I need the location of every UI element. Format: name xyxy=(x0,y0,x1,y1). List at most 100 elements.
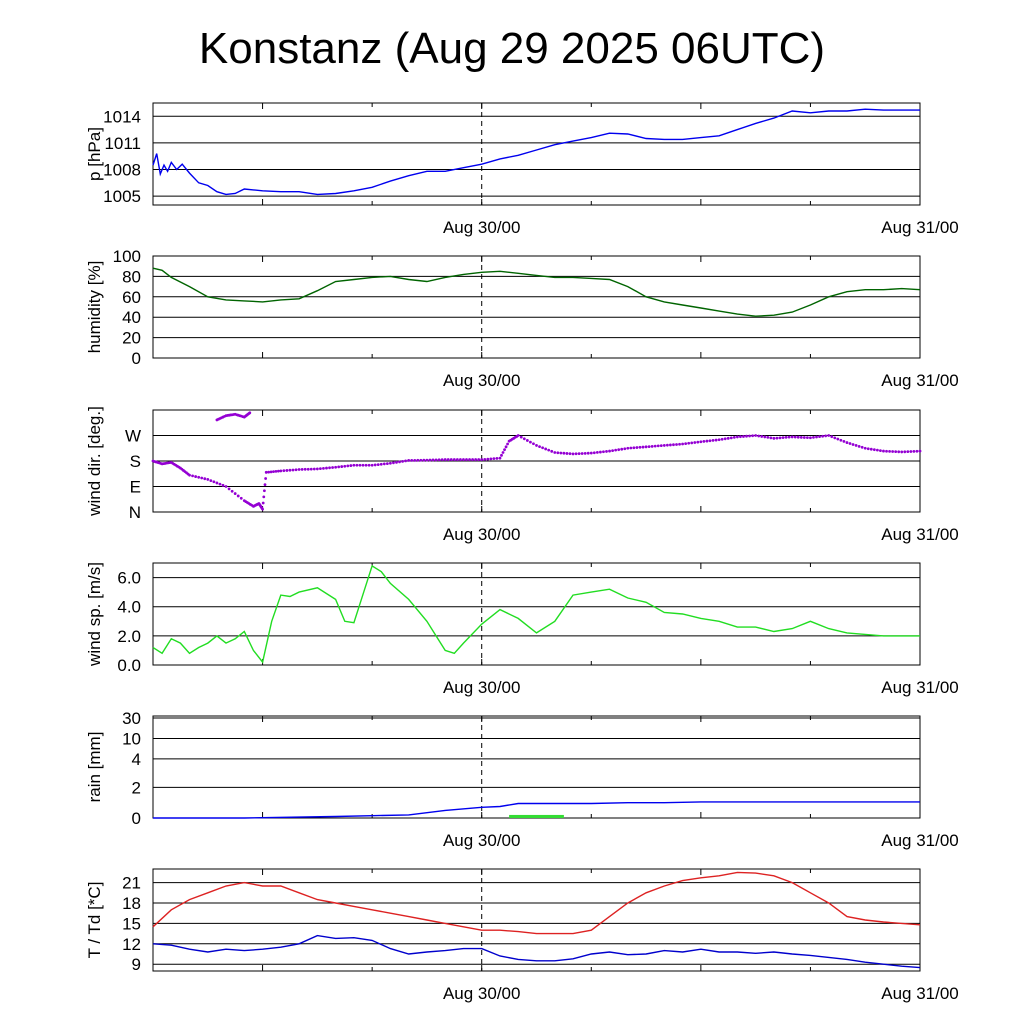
data-point xyxy=(875,448,879,452)
data-point xyxy=(866,447,870,451)
data-point xyxy=(262,495,266,499)
data-point xyxy=(684,442,688,446)
data-point xyxy=(748,434,751,438)
data-point xyxy=(891,450,895,453)
data-point xyxy=(239,496,243,500)
data-point xyxy=(653,444,657,448)
y-axis-label: rain [mm] xyxy=(85,732,104,803)
data-point xyxy=(337,465,341,469)
data-point xyxy=(690,441,694,445)
data-point xyxy=(830,435,834,439)
data-point xyxy=(261,501,265,505)
data-point xyxy=(191,474,194,478)
x-tick-label: Aug 30/00 xyxy=(443,218,521,237)
data-point xyxy=(836,437,840,441)
data-point xyxy=(827,434,831,437)
data-point xyxy=(264,470,268,474)
data-point xyxy=(571,452,575,456)
data-point xyxy=(465,458,468,461)
data-point xyxy=(532,442,535,446)
data-point xyxy=(477,458,481,461)
data-point xyxy=(431,458,435,462)
data-point xyxy=(781,436,785,440)
data-point xyxy=(562,451,566,455)
data-point xyxy=(309,467,313,471)
data-point xyxy=(262,489,266,493)
data-point xyxy=(796,435,800,439)
data-point xyxy=(568,452,572,456)
data-point xyxy=(525,439,529,442)
data-point xyxy=(358,463,362,467)
data-point xyxy=(599,450,602,454)
data-point xyxy=(623,447,627,451)
y-tick-label: 0 xyxy=(132,349,141,368)
data-point xyxy=(629,446,633,450)
data-point xyxy=(419,458,423,462)
series-1 xyxy=(215,411,252,422)
y-tick-label: 10 xyxy=(122,729,141,748)
y-tick-label: W xyxy=(125,427,141,446)
panel-frame xyxy=(152,562,921,666)
data-point xyxy=(352,463,356,467)
data-point xyxy=(784,435,788,439)
data-point xyxy=(769,436,773,440)
series-line-0 xyxy=(153,801,920,819)
data-point xyxy=(538,445,541,448)
data-point xyxy=(860,445,864,449)
data-point xyxy=(328,466,331,470)
data-point xyxy=(805,436,809,440)
data-point xyxy=(474,458,478,461)
data-point xyxy=(745,434,748,438)
data-point xyxy=(274,469,278,473)
data-point xyxy=(291,468,295,472)
y-tick-label: 1014 xyxy=(103,107,141,126)
y-tick-label: 20 xyxy=(122,329,141,348)
x-tick-label: Aug 31/00 xyxy=(881,525,959,544)
data-point xyxy=(422,458,426,462)
data-point xyxy=(799,435,803,439)
data-point xyxy=(269,470,273,474)
data-point xyxy=(325,466,328,470)
data-point xyxy=(407,459,411,462)
rain-bar xyxy=(509,814,564,818)
data-point xyxy=(675,443,678,446)
data-point xyxy=(872,448,876,452)
data-point xyxy=(248,411,252,415)
x-tick-label: Aug 30/00 xyxy=(443,525,521,544)
data-point xyxy=(276,469,280,473)
data-point xyxy=(200,476,204,480)
data-point xyxy=(349,464,353,467)
data-point xyxy=(735,435,739,439)
y-tick-label: 60 xyxy=(122,288,141,307)
data-point xyxy=(218,482,222,486)
data-point xyxy=(669,443,672,447)
data-point xyxy=(236,494,240,498)
y-tick-label: 30 xyxy=(122,709,141,728)
data-point xyxy=(802,436,806,439)
data-point xyxy=(857,444,861,448)
data-point xyxy=(285,469,289,472)
data-point xyxy=(434,458,438,462)
data-point xyxy=(592,451,596,455)
data-point xyxy=(212,480,216,484)
data-point xyxy=(909,450,913,453)
y-tick-label: 40 xyxy=(122,308,141,327)
data-point xyxy=(340,465,344,468)
x-tick-label: Aug 31/00 xyxy=(881,218,959,237)
data-point xyxy=(300,468,304,471)
data-point xyxy=(699,440,703,444)
data-point xyxy=(848,442,852,445)
data-point xyxy=(751,434,754,438)
data-point xyxy=(790,435,794,439)
data-point xyxy=(413,458,417,462)
data-point xyxy=(452,458,456,461)
data-point xyxy=(586,451,590,455)
data-point xyxy=(519,435,523,439)
data-point xyxy=(215,481,219,485)
data-point xyxy=(203,477,207,481)
data-point xyxy=(385,462,389,465)
data-point xyxy=(580,452,584,455)
data-point xyxy=(915,449,919,453)
data-point xyxy=(315,467,319,471)
data-point xyxy=(379,462,383,466)
